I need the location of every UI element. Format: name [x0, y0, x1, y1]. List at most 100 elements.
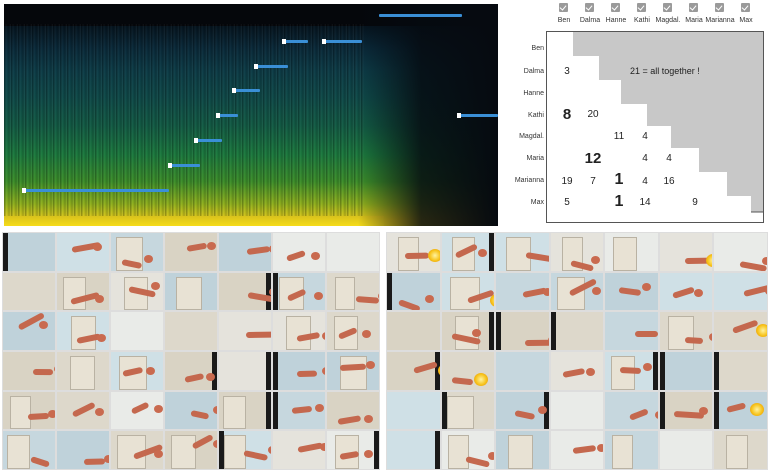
- thumbnail[interactable]: [327, 312, 379, 350]
- thumbnail[interactable]: [219, 272, 271, 311]
- thumbnail[interactable]: [496, 272, 549, 311]
- annotation-mark[interactable]: [168, 163, 200, 168]
- thumbnail[interactable]: [111, 391, 163, 430]
- thumbnail[interactable]: [327, 272, 379, 311]
- thumbnail[interactable]: [165, 312, 217, 350]
- checkbox-icon[interactable]: [741, 3, 750, 12]
- thumbnail[interactable]: [605, 312, 658, 350]
- thumbnail[interactable]: [57, 312, 109, 350]
- thumbnail[interactable]: [111, 352, 163, 390]
- annotation-mark[interactable]: [379, 14, 462, 17]
- thumbnail[interactable]: [605, 391, 658, 430]
- thumbnail[interactable]: [327, 352, 379, 390]
- thumbnail[interactable]: [387, 391, 440, 430]
- thumbnail[interactable]: [659, 391, 713, 430]
- thumbnail[interactable]: [441, 312, 495, 350]
- thumbnail[interactable]: [387, 272, 440, 311]
- thumbnail[interactable]: [550, 233, 604, 271]
- thumbnail[interactable]: [714, 233, 767, 271]
- thumbnail[interactable]: [496, 391, 549, 430]
- checkbox-icon[interactable]: [637, 3, 646, 12]
- thumbnail[interactable]: [550, 312, 604, 350]
- thumbnail[interactable]: [496, 431, 549, 469]
- thumbnail[interactable]: [219, 431, 271, 469]
- thumbnail[interactable]: [273, 233, 325, 271]
- thumbnail[interactable]: [327, 391, 379, 430]
- thumbnail[interactable]: [550, 272, 604, 311]
- thumbnail[interactable]: [659, 431, 713, 469]
- thumbnail[interactable]: [219, 391, 271, 430]
- thumbnail[interactable]: [111, 431, 163, 469]
- thumbnail[interactable]: [387, 233, 440, 271]
- thumbnail[interactable]: [496, 352, 549, 390]
- checkbox-icon[interactable]: [689, 3, 698, 12]
- thumbnail[interactable]: [659, 233, 713, 271]
- thumbnail[interactable]: [714, 312, 767, 350]
- thumbnail[interactable]: [550, 352, 604, 390]
- annotation-mark[interactable]: [282, 39, 308, 44]
- thumbnail[interactable]: [273, 312, 325, 350]
- thumbnail[interactable]: [57, 272, 109, 311]
- thumbnail[interactable]: [57, 391, 109, 430]
- checkbox-icon[interactable]: [663, 3, 672, 12]
- thumbnail[interactable]: [659, 272, 713, 311]
- annotation-mark[interactable]: [457, 113, 498, 118]
- thumbnail[interactable]: [165, 431, 217, 469]
- thumbnail[interactable]: [111, 312, 163, 350]
- thumbnail[interactable]: [111, 233, 163, 271]
- thumbnail[interactable]: [165, 233, 217, 271]
- thumbnail[interactable]: [3, 272, 55, 311]
- annotation-mark[interactable]: [22, 188, 169, 193]
- checkbox-icon[interactable]: [559, 3, 568, 12]
- thumbnail[interactable]: [327, 233, 379, 271]
- thumbnail[interactable]: [165, 272, 217, 311]
- thumbnail[interactable]: [714, 272, 767, 311]
- thumbnail[interactable]: [3, 431, 55, 469]
- thumbnail[interactable]: [3, 233, 55, 271]
- thumbnail[interactable]: [111, 272, 163, 311]
- thumbnail[interactable]: [219, 312, 271, 350]
- thumbnail[interactable]: [57, 431, 109, 469]
- thumbnail[interactable]: [605, 272, 658, 311]
- thumbnail[interactable]: [387, 312, 440, 350]
- thumbnail[interactable]: [273, 431, 325, 469]
- thumbnail[interactable]: [714, 431, 767, 469]
- thumbnail[interactable]: [273, 272, 325, 311]
- checkbox-icon[interactable]: [585, 3, 594, 12]
- thumbnail[interactable]: [327, 431, 379, 469]
- thumbnail[interactable]: [659, 352, 713, 390]
- thumbnail[interactable]: [273, 352, 325, 390]
- checkbox-icon[interactable]: [611, 3, 620, 12]
- thumbnail[interactable]: [441, 431, 495, 469]
- thumbnail[interactable]: [165, 352, 217, 390]
- thumbnail[interactable]: [550, 431, 604, 469]
- thumbnail[interactable]: [3, 391, 55, 430]
- thumbnail[interactable]: [441, 391, 495, 430]
- annotation-mark[interactable]: [254, 64, 288, 69]
- thumbnail[interactable]: [550, 391, 604, 430]
- thumbnail[interactable]: [496, 233, 549, 271]
- annotation-mark[interactable]: [194, 138, 222, 143]
- checkbox-icon[interactable]: [715, 3, 724, 12]
- thumbnail[interactable]: [3, 352, 55, 390]
- thumbnail[interactable]: [605, 431, 658, 469]
- annotation-mark[interactable]: [232, 88, 260, 93]
- thumbnail[interactable]: [496, 312, 549, 350]
- thumbnail[interactable]: [605, 233, 658, 271]
- thumbnail[interactable]: [605, 352, 658, 390]
- annotation-mark[interactable]: [216, 113, 238, 118]
- thumbnail[interactable]: [165, 391, 217, 430]
- thumbnail[interactable]: [659, 312, 713, 350]
- thumbnail[interactable]: [219, 352, 271, 390]
- thumbnail[interactable]: [387, 431, 440, 469]
- thumbnail[interactable]: [441, 352, 495, 390]
- thumbnail[interactable]: [441, 272, 495, 311]
- thumbnail[interactable]: [441, 233, 495, 271]
- thumbnail[interactable]: [57, 233, 109, 271]
- thumbnail[interactable]: [273, 391, 325, 430]
- thumbnail[interactable]: [714, 352, 767, 390]
- thumbnail[interactable]: [387, 352, 440, 390]
- annotation-mark[interactable]: [322, 39, 362, 44]
- thumbnail[interactable]: [219, 233, 271, 271]
- thumbnail[interactable]: [3, 312, 55, 350]
